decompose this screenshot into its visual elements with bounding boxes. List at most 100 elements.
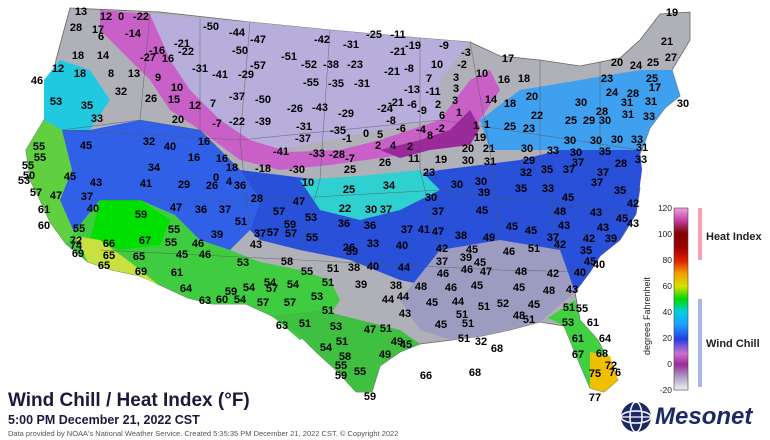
station-value: -21 (388, 97, 404, 109)
station-value: -31 (354, 78, 370, 90)
station-value: -21 (390, 46, 406, 58)
station-value: 30 (677, 98, 689, 110)
station-value: 57 (266, 283, 278, 295)
station-value: 48 (515, 266, 527, 278)
station-value: 40 (164, 141, 176, 153)
station-value: 23 (523, 123, 535, 135)
color-scale-bar (673, 207, 702, 391)
station-value: 37 (572, 157, 584, 169)
station-value: 45 (471, 280, 483, 292)
station-value: -2 (457, 59, 467, 71)
station-value: 14 (97, 50, 110, 62)
station-value: 19 (435, 154, 447, 166)
station-value: -28 (329, 149, 345, 161)
station-value: 33 (542, 183, 554, 195)
station-value: 10 (431, 59, 443, 71)
scale-tick: 100 (657, 229, 672, 239)
station-value: -11 (425, 86, 440, 98)
station-value: 38 (348, 262, 360, 274)
station-value: 0 (213, 172, 219, 184)
station-value: 19 (666, 7, 678, 19)
station-value: 51 (563, 302, 575, 314)
heat-index-label: Heat Index (706, 231, 762, 243)
station-value: 44 (452, 296, 465, 308)
station-value: 20 (172, 114, 184, 126)
station-value: -26 (287, 103, 303, 115)
station-value: 29 (583, 115, 595, 127)
station-value: -35 (328, 78, 344, 90)
station-value: 31 (621, 97, 633, 109)
station-value: 35 (599, 146, 611, 158)
station-value: 55 (306, 232, 318, 244)
station-value: 46 (437, 268, 449, 280)
station-value: 51 (380, 323, 392, 335)
station-value: -8 (386, 115, 396, 127)
station-value: 30 (564, 135, 576, 147)
station-value: 53 (562, 317, 574, 329)
scale-axis-label: degrees Fahrenheit (642, 276, 652, 355)
station-value: 38 (390, 280, 402, 292)
station-value: -30 (289, 164, 305, 176)
region-florida-yellow (590, 352, 618, 392)
station-value: 45 (616, 213, 628, 225)
station-value: 55 (335, 360, 347, 372)
station-value: 1 (473, 120, 479, 132)
station-value: -2 (435, 123, 445, 135)
station-value: 58 (339, 351, 351, 363)
region-east-lightblue (480, 70, 680, 150)
station-value: -6 (396, 123, 406, 135)
region-socal-yellow (75, 236, 160, 286)
station-value: 6 (98, 31, 104, 43)
station-value: -9 (439, 40, 449, 52)
station-value: 53 (50, 96, 62, 108)
station-value: 54 (243, 282, 256, 294)
station-value: -9 (417, 105, 427, 117)
station-value: 72 (70, 235, 82, 247)
station-value: -31 (343, 39, 359, 51)
station-value: 59 (284, 219, 296, 231)
station-value: 59 (335, 370, 347, 382)
station-value: 46 (461, 264, 473, 276)
station-value: 51 (458, 333, 470, 345)
station-value: 43 (250, 239, 262, 251)
station-value: 28 (615, 158, 627, 170)
station-value: 61 (587, 317, 599, 329)
station-value: -6 (407, 99, 417, 111)
station-value: 34 (383, 180, 396, 192)
station-value: 51 (322, 305, 334, 317)
station-value: 43 (590, 207, 602, 219)
station-value: 26 (343, 242, 355, 254)
station-value: 25 (565, 115, 577, 127)
station-value: 18 (518, 73, 530, 85)
station-value: 18 (504, 98, 516, 110)
station-value: 51 (327, 263, 339, 275)
station-value: -39 (255, 116, 271, 128)
station-value: 2 (407, 141, 413, 153)
station-value: 55 (301, 266, 313, 278)
station-value: 37 (432, 206, 444, 218)
station-value: 24 (630, 60, 643, 72)
station-value: -37 (295, 133, 311, 145)
station-value: 43 (597, 222, 609, 234)
station-value: 61 (572, 333, 584, 345)
map-timestamp: 5:00 PM December 21, 2022 CST (8, 413, 200, 427)
station-value: 37 (563, 164, 575, 176)
map-title: Wind Chill / Heat Index (°F) (8, 390, 250, 411)
station-value: -3 (461, 47, 471, 59)
station-value: 13 (128, 68, 140, 80)
station-value: 32 (143, 136, 155, 148)
station-value: -44 (229, 27, 246, 39)
station-value: 57 (267, 227, 279, 239)
station-value: 12 (52, 63, 64, 75)
station-value: 39 (355, 279, 367, 291)
station-value: 33 (91, 113, 103, 125)
station-value: 33 (631, 134, 643, 146)
station-value: 53 (311, 291, 323, 303)
station-value: 30 (575, 97, 587, 109)
station-value: 32 (520, 167, 532, 179)
station-value: 12 (189, 100, 201, 112)
station-value: 44 (382, 294, 395, 306)
station-value: 22 (531, 110, 543, 122)
station-value: 45 (562, 192, 574, 204)
